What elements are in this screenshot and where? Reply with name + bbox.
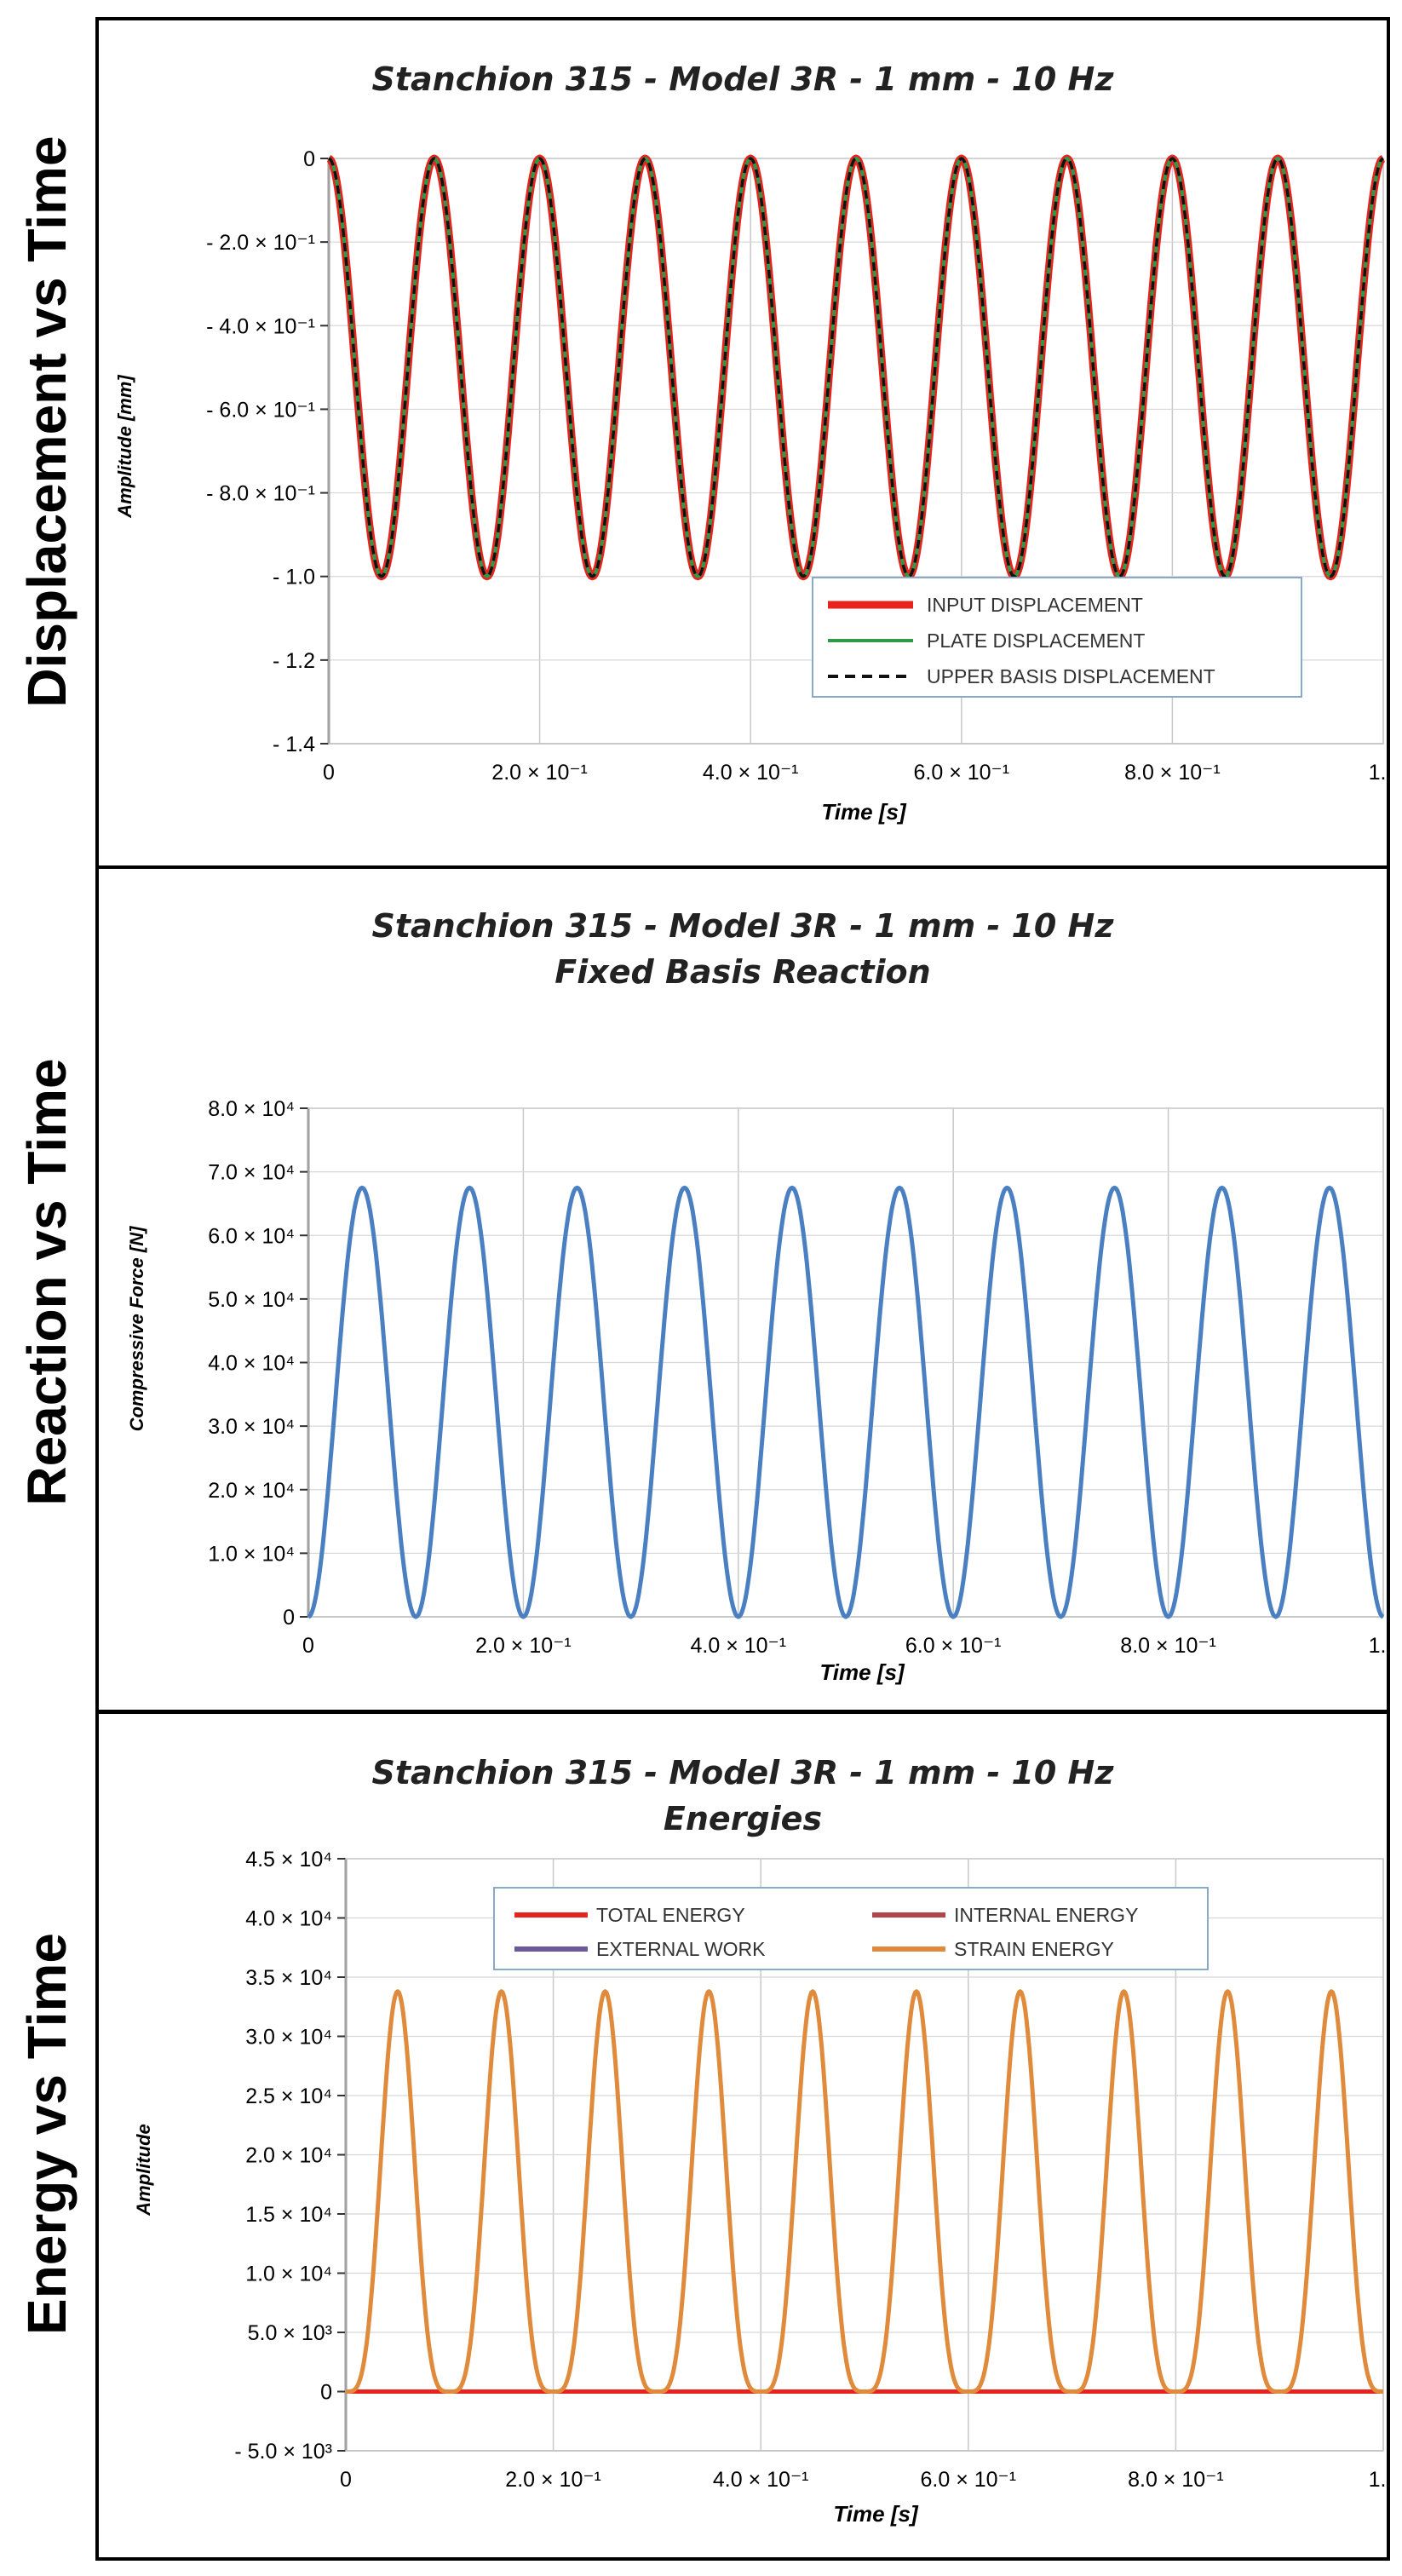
y-tick-label: - 5.0 × 10³ <box>234 2440 332 2464</box>
y-tick-label: - 1.2 <box>273 649 315 673</box>
y-tick-label: - 2.0 × 10⁻¹ <box>206 231 315 255</box>
y-tick-label: 6.0 × 10⁴ <box>208 1224 295 1248</box>
series-line-compressive-force <box>307 1185 1385 1619</box>
y-tick-label: 2.0 × 10⁴ <box>208 1479 295 1503</box>
series-line-internal-energy <box>345 1989 1384 2394</box>
x-axis-label: Time [s] <box>833 2501 919 2527</box>
x-tick-label: 4.0 × 10⁻¹ <box>691 1634 787 1658</box>
chart-title: Stanchion 315 - Model 3R - 1 mm - 10 Hz <box>372 60 1115 98</box>
x-tick-label: 6.0 × 10⁻¹ <box>921 2468 1017 2492</box>
series-line-strain-energy <box>345 1989 1384 2394</box>
legend-box <box>493 1887 1209 1970</box>
y-tick-label: 3.0 × 10⁴ <box>245 2026 332 2050</box>
x-tick-label: 1.0 <box>1369 2468 1387 2492</box>
y-tick-label: 7.0 × 10⁴ <box>208 1161 295 1185</box>
x-tick-label: 8.0 × 10⁻¹ <box>1128 2468 1224 2492</box>
y-tick-label: 4.0 × 10⁴ <box>245 1907 332 1931</box>
y-tick-label: 2.0 × 10⁴ <box>245 2144 332 2168</box>
x-tick-label: 0 <box>340 2468 352 2492</box>
x-tick-label: 1.0 <box>1369 1634 1387 1658</box>
y-tick-label: - 6.0 × 10⁻¹ <box>206 398 315 422</box>
chart-title: Stanchion 315 - Model 3R - 1 mm - 10 Hz <box>372 1754 1115 1791</box>
y-tick-label: 1.0 × 10⁴ <box>208 1542 295 1566</box>
tick-labels: 0 2.0 × 10⁻¹ 4.0 × 10⁻¹ 6.0 × 10⁻¹ 8.0 × 10⁻… <box>234 1848 1387 2492</box>
y-tick-label: 0 <box>303 147 315 171</box>
x-tick-label: 2.0 × 10⁻¹ <box>491 761 588 785</box>
displacement-chart: Stanchion 315 - Model 3R - 1 mm - 10 Hz … <box>114 60 1387 825</box>
y-axis-label: Compressive Force [N] <box>126 1226 147 1432</box>
legend-label-plate: PLATE DISPLACEMENT <box>927 630 1145 652</box>
y-tick-label: 4.5 × 10⁴ <box>245 1848 332 1872</box>
y-tick-label: 3.0 × 10⁴ <box>208 1415 295 1439</box>
series-line-external-work <box>345 1989 1384 2394</box>
y-axis-label: Amplitude <box>133 2124 154 2217</box>
y-tick-label: - 1.0 <box>273 566 315 589</box>
y-tick-label: 4.0 × 10⁴ <box>208 1352 295 1376</box>
chart-title: Stanchion 315 - Model 3R - 1 mm - 10 Hz <box>372 907 1115 945</box>
x-tick-label: 0 <box>302 1634 314 1658</box>
plot-border <box>345 1858 1384 2452</box>
series-group <box>345 1989 1384 2394</box>
chart-subtitle: Energies <box>664 1800 822 1837</box>
legend-label-upper: UPPER BASIS DISPLACEMENT <box>927 665 1215 687</box>
legend-label-input: INPUT DISPLACEMENT <box>927 594 1143 616</box>
side-label-displacement: Displacement vs Time <box>16 135 78 708</box>
y-tick-label: 2.5 × 10⁴ <box>245 2084 332 2108</box>
reaction-chart: Stanchion 315 - Model 3R - 1 mm - 10 Hz … <box>126 907 1387 1685</box>
x-tick-label: 4.0 × 10⁻¹ <box>713 2468 809 2492</box>
series-line-upper-basis-displacement <box>328 157 1384 578</box>
tick-labels: 0 2.0 × 10⁻¹ 4.0 × 10⁻¹ 6.0 × 10⁻¹ 8.0 × 10⁻… <box>206 147 1387 785</box>
x-tick-label: 0 <box>323 761 335 785</box>
x-axis-label: Time [s] <box>819 1659 905 1685</box>
grid <box>337 1858 1384 2452</box>
x-tick-label: 6.0 × 10⁻¹ <box>914 761 1010 785</box>
y-tick-label: 1.0 × 10⁴ <box>245 2263 332 2286</box>
x-tick-label: 1.0 <box>1369 761 1387 785</box>
legend-label-external: EXTERNAL WORK <box>596 1938 766 1960</box>
series-line-plate-displacement <box>328 157 1384 578</box>
energy-chart-panel: Stanchion 315 - Model 3R - 1 mm - 10 Hz … <box>95 1711 1390 2561</box>
grid <box>320 158 1384 745</box>
y-tick-label: 0 <box>320 2381 332 2405</box>
y-axis-label: Amplitude [mm] <box>114 375 135 519</box>
x-tick-label: 8.0 × 10⁻¹ <box>1124 761 1221 785</box>
reaction-chart-panel: Stanchion 315 - Model 3R - 1 mm - 10 Hz … <box>95 865 1390 1713</box>
series-line-input-displacement <box>326 154 1386 581</box>
y-tick-label: - 8.0 × 10⁻¹ <box>206 482 315 506</box>
legend-label-total: TOTAL ENERGY <box>596 1904 745 1926</box>
chart-subtitle: Fixed Basis Reaction <box>554 953 930 991</box>
y-tick-label: 0 <box>283 1606 295 1630</box>
legend-box <box>812 577 1302 698</box>
y-tick-label: 3.5 × 10⁴ <box>245 1966 332 1990</box>
y-tick-label: - 1.4 <box>273 733 315 756</box>
x-tick-label: 2.0 × 10⁻¹ <box>475 1634 572 1658</box>
x-tick-label: 6.0 × 10⁻¹ <box>905 1634 1002 1658</box>
x-tick-label: 4.0 × 10⁻¹ <box>703 761 799 785</box>
legend: INPUT DISPLACEMENT PLATE DISPLACEMENT UP… <box>812 577 1302 698</box>
tick-labels: 0 2.0 × 10⁻¹ 4.0 × 10⁻¹ 6.0 × 10⁻¹ 8.0 × 10⁻… <box>208 1097 1387 1658</box>
series-group <box>307 1185 1385 1619</box>
x-axis-label: Time [s] <box>821 799 907 825</box>
legend-label-internal: INTERNAL ENERGY <box>954 1904 1138 1926</box>
grid <box>300 1107 1384 1618</box>
displacement-chart-panel: Stanchion 315 - Model 3R - 1 mm - 10 Hz … <box>95 17 1390 869</box>
legend-label-strain: STRAIN ENERGY <box>954 1938 1114 1960</box>
y-tick-label: - 4.0 × 10⁻¹ <box>206 314 315 338</box>
side-label-reaction: Reaction vs Time <box>16 1058 78 1506</box>
side-label-energy: Energy vs Time <box>16 1933 78 2335</box>
y-tick-label: 8.0 × 10⁴ <box>208 1097 295 1121</box>
x-tick-label: 2.0 × 10⁻¹ <box>505 2468 601 2492</box>
y-tick-label: 5.0 × 10³ <box>248 2321 332 2345</box>
series-group <box>326 154 1386 581</box>
legend: TOTAL ENERGY INTERNAL ENERGY EXTERNAL WO… <box>493 1887 1209 1970</box>
x-tick-label: 8.0 × 10⁻¹ <box>1120 1634 1216 1658</box>
energy-chart: Stanchion 315 - Model 3R - 1 mm - 10 Hz … <box>133 1754 1387 2527</box>
y-tick-label: 5.0 × 10⁴ <box>208 1288 295 1312</box>
y-tick-label: 1.5 × 10⁴ <box>245 2203 332 2227</box>
